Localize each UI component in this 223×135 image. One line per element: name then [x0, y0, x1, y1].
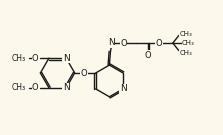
Text: O: O — [81, 68, 87, 77]
Text: O: O — [145, 51, 151, 60]
Text: O: O — [32, 83, 39, 92]
Text: O: O — [32, 54, 39, 63]
Text: CH₃: CH₃ — [11, 83, 25, 92]
Text: N: N — [63, 83, 70, 92]
Text: O: O — [120, 39, 127, 48]
Text: CH₃: CH₃ — [180, 31, 192, 37]
Text: CH₃: CH₃ — [11, 54, 25, 63]
Text: N: N — [120, 84, 126, 93]
Text: N: N — [63, 54, 70, 63]
Text: CH₃: CH₃ — [180, 50, 192, 55]
Text: O: O — [156, 39, 163, 48]
Text: N: N — [108, 38, 115, 47]
Text: CH₃: CH₃ — [182, 40, 195, 46]
